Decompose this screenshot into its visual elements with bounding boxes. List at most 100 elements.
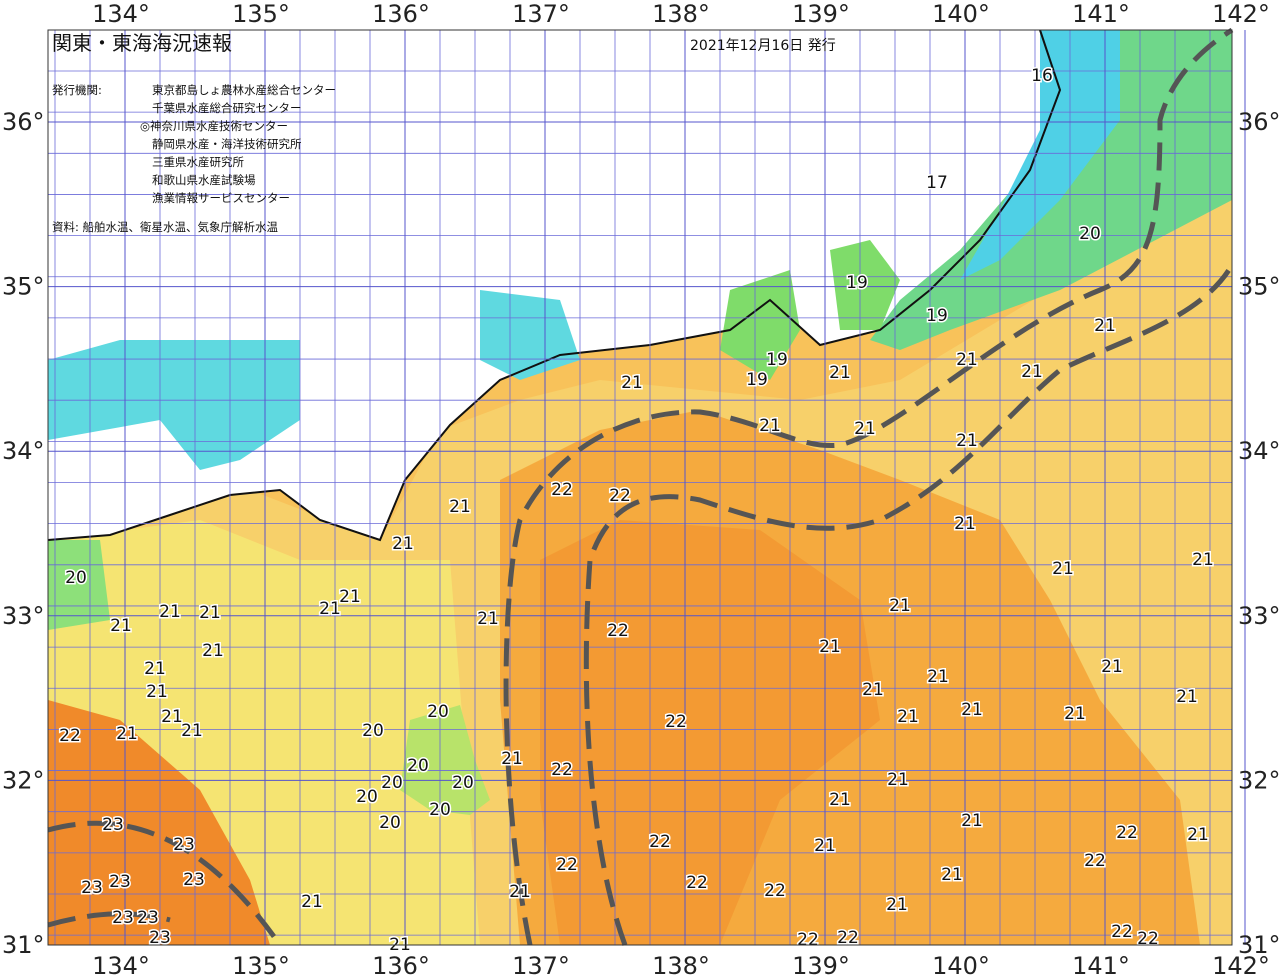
- isotherm-label: 19: [846, 273, 868, 293]
- isotherm-label: 21: [887, 770, 909, 790]
- isotherm-label: 22: [556, 855, 578, 875]
- lat-label-left: 36°: [2, 108, 45, 136]
- lon-label-bottom: 140°: [932, 952, 990, 980]
- lon-label-top: 137°: [512, 0, 570, 28]
- isotherm-label: 23: [183, 870, 205, 890]
- lon-label-top: 138°: [652, 0, 710, 28]
- isotherm-label: 22: [649, 832, 671, 852]
- isotherm-label: 22: [607, 621, 629, 641]
- isotherm-label: 21: [301, 892, 323, 912]
- lat-label-right: 31°: [1238, 931, 1280, 959]
- isotherm-label: 21: [829, 363, 851, 383]
- isotherm-label: 20: [407, 756, 429, 776]
- isotherm-label: 16: [1031, 66, 1053, 86]
- lat-label-right: 36°: [1238, 108, 1280, 136]
- isotherm-label: 20: [65, 568, 87, 588]
- bay-green: [720, 270, 800, 380]
- isotherm-label: 23: [173, 835, 195, 855]
- sea-yellow: [48, 520, 480, 945]
- isotherm-label: 21: [509, 882, 531, 902]
- isotherm-label: 21: [862, 680, 884, 700]
- isotherm-label: 21: [854, 419, 876, 439]
- isotherm-label: 22: [551, 480, 573, 500]
- isotherm-label: 22: [837, 928, 859, 948]
- lon-label-bottom: 138°: [652, 952, 710, 980]
- lon-label-top: 135°: [232, 0, 290, 28]
- isotherm-label: 21: [621, 373, 643, 393]
- isotherm-label: 21: [814, 836, 836, 856]
- sea-orange-dark: [540, 520, 880, 945]
- isotherm-label: 21: [897, 707, 919, 727]
- isotherm-label: 20: [1079, 224, 1101, 244]
- bay-green: [830, 240, 900, 330]
- isotherm-label: 21: [1187, 825, 1209, 845]
- isotherm-label: 21: [159, 602, 181, 622]
- lon-label-top: 142°: [1212, 0, 1270, 28]
- isotherm-label: 23: [112, 908, 134, 928]
- isotherm-label: 22: [551, 760, 573, 780]
- isotherm-label: 21: [819, 637, 841, 657]
- isotherm-label: 21: [941, 865, 963, 885]
- isotherm-label: 21: [759, 416, 781, 436]
- agency: ◎神奈川県水産技術センター: [140, 119, 288, 133]
- isotherm-label: 21: [110, 616, 132, 636]
- lon-label-bottom: 137°: [512, 952, 570, 980]
- isotherm-label: 22: [665, 712, 687, 732]
- isotherm-label: 21: [1101, 657, 1123, 677]
- agency: 三重県水産研究所: [152, 155, 244, 169]
- isotherm-label: 21: [116, 724, 138, 744]
- agencies-label: 発行機関:: [52, 83, 102, 97]
- isotherm-label: 22: [59, 726, 81, 746]
- isotherm-label: 21: [954, 514, 976, 534]
- isotherm-label: 21: [477, 609, 499, 629]
- isotherm-label: 21: [927, 667, 949, 687]
- isotherm-label: 21: [319, 599, 341, 619]
- isotherm-label: 19: [746, 370, 768, 390]
- lat-label-right: 33°: [1238, 602, 1280, 630]
- agency: 静岡県水産・海洋技術研究所: [152, 137, 302, 151]
- isotherm-label: 21: [829, 790, 851, 810]
- isotherm-label: 20: [379, 813, 401, 833]
- isotherm-label: 21: [392, 534, 414, 554]
- isotherm-label: 21: [501, 749, 523, 769]
- isotherm-label: 22: [686, 873, 708, 893]
- coastline: [47, 29, 1062, 542]
- land: [48, 30, 1060, 540]
- lon-label-top: 136°: [372, 0, 430, 28]
- lat-label-right: 34°: [1238, 437, 1280, 465]
- isotherm-label: 23: [81, 878, 103, 898]
- agency: 和歌山県水産試験場: [152, 173, 256, 187]
- front-sw2: [47, 911, 171, 928]
- isotherm-label: 21: [146, 682, 168, 702]
- sea-cool-patch: [400, 705, 490, 815]
- isotherm-label: 22: [797, 930, 819, 950]
- isotherm-label: 21: [956, 431, 978, 451]
- isotherm-label: 22: [1111, 922, 1133, 942]
- kuroshio-outer: [503, 27, 1234, 946]
- isotherm-label: 22: [764, 881, 786, 901]
- map-frame: [47, 29, 1233, 946]
- isotherm-label: 22: [1084, 851, 1106, 871]
- agency: 漁業情報サービスセンター: [152, 191, 290, 205]
- isotherm-label: 20: [427, 702, 449, 722]
- kuroshio-inner: [583, 263, 1235, 946]
- lon-label-bottom: 141°: [1072, 952, 1130, 980]
- isotherm-label: 20: [356, 787, 378, 807]
- lon-label-bottom: 142°: [1212, 952, 1270, 980]
- isotherm-label: 23: [149, 928, 171, 948]
- isotherm-label: 20: [452, 773, 474, 793]
- isotherm-label: 22: [609, 486, 631, 506]
- lat-label-right: 32°: [1238, 766, 1280, 794]
- front-sw: [47, 820, 283, 947]
- isotherm-label: 21: [1021, 362, 1043, 382]
- isotherm-label: 20: [362, 721, 384, 741]
- lat-label-right: 35°: [1238, 273, 1280, 301]
- isotherm-label: 21: [1094, 316, 1116, 336]
- lon-label-top: 134°: [92, 0, 150, 28]
- title: 関東・東海海況速報: [52, 31, 232, 55]
- issue-date: 2021年12月16日 発行: [690, 38, 836, 54]
